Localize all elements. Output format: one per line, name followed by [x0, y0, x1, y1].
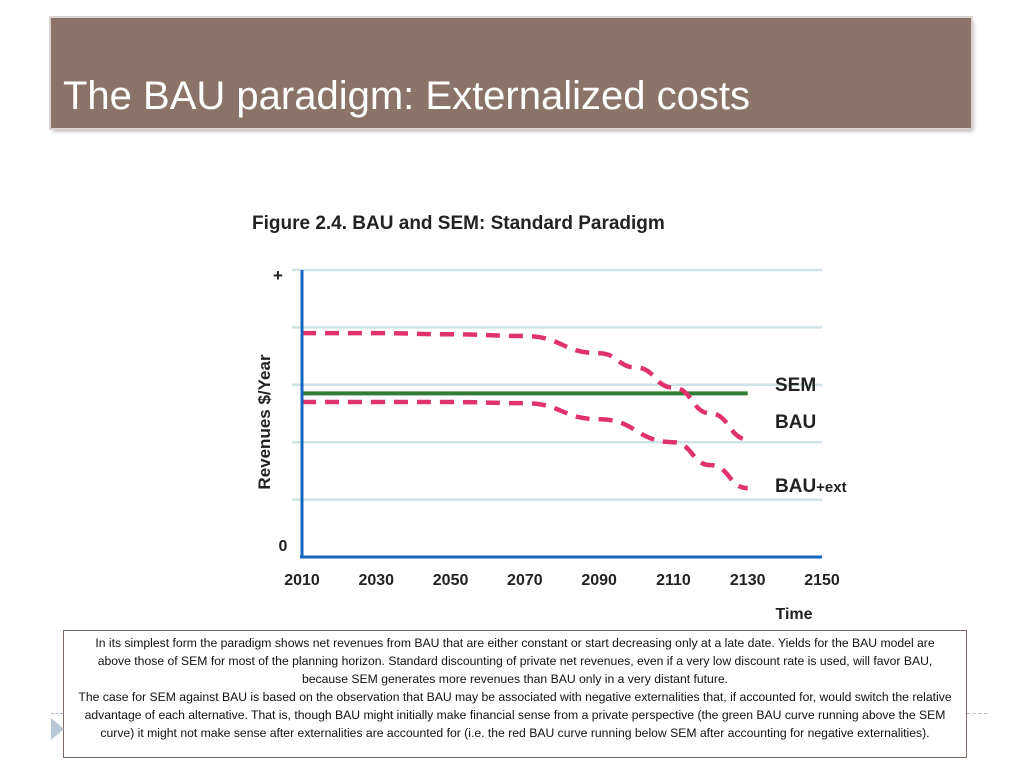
- x-tick-label: 2030: [358, 572, 394, 589]
- y-plus-label: +: [273, 266, 283, 285]
- series-labels: SEM BAU BAU+ext: [775, 375, 847, 497]
- grid-lines: [292, 268, 822, 501]
- title-bar: The BAU paradigm: Externalized costs: [51, 18, 971, 128]
- series-label-bau-ext-main: BAU: [775, 476, 816, 497]
- x-tick-label: 2090: [581, 572, 617, 589]
- x-tick-labels: 2010 2030 2050 2070 2090 2110 2130 2150: [284, 572, 840, 589]
- x-tick-label: 2050: [433, 572, 469, 589]
- y-zero-label: 0: [279, 538, 288, 555]
- footer-rule-right: [967, 713, 987, 715]
- labels: + 0 Revenues $/Year Time: [255, 266, 813, 623]
- series-label-bau: BAU: [775, 412, 816, 433]
- slide-title: The BAU paradigm: Externalized costs: [63, 74, 750, 118]
- series-label-sem: SEM: [775, 375, 816, 396]
- series-line-bau-ext: [301, 399, 749, 491]
- x-tick-label: 2150: [804, 572, 840, 589]
- caption-box: In its simplest form the paradigm shows …: [63, 630, 967, 758]
- caption-paragraph-1: In its simplest form the paradigm shows …: [95, 636, 935, 686]
- x-tick-label: 2110: [656, 572, 691, 589]
- caption-paragraph-2: The case for SEM against BAU is based on…: [78, 690, 952, 740]
- x-tick-label: 2130: [730, 572, 766, 589]
- play-arrow-icon[interactable]: [51, 718, 64, 740]
- axes: [300, 270, 822, 559]
- series-line-bau: [302, 330, 749, 442]
- chart-title: Figure 2.4. BAU and SEM: Standard Paradi…: [252, 213, 665, 234]
- series-label-bau-ext-sub: +ext: [816, 479, 846, 496]
- x-tick-label: 2010: [284, 572, 320, 589]
- y-axis-label: Revenues $/Year: [255, 354, 274, 490]
- footer-rule-left: [51, 713, 63, 715]
- x-axis-label: Time: [775, 606, 812, 623]
- series-layer: [301, 330, 749, 491]
- figure-chart: Figure 2.4. BAU and SEM: Standard Paradi…: [252, 213, 847, 623]
- x-tick-label: 2070: [507, 572, 543, 589]
- series-label-bau-ext: BAU+ext: [775, 476, 847, 497]
